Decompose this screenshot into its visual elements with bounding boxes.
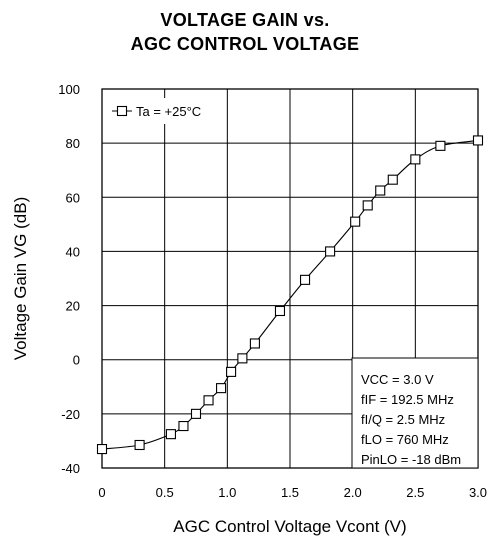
chart-title-line2: AGC CONTROL VOLTAGE [130, 34, 360, 54]
x-tick-labels: 0 0.5 1.0 1.5 2.0 2.5 3.0 [98, 485, 487, 500]
data-point-marker [96, 443, 108, 455]
conditions-box: VCC = 3.0 V fIF = 192.5 MHz fI/Q = 2.5 M… [351, 357, 479, 469]
legend-marker [116, 105, 128, 117]
data-point-marker [249, 338, 260, 349]
data-point-marker [410, 154, 421, 165]
x-tick-label: 2.0 [344, 485, 362, 500]
conditions-box-frame [351, 357, 479, 469]
condition-fiq: fI/Q = 2.5 MHz [361, 412, 445, 427]
x-tick-label: 0.5 [156, 485, 174, 500]
data-point-marker [299, 274, 311, 285]
plot-frame [101, 88, 479, 469]
y-tick-label: -40 [61, 461, 80, 476]
data-point-marker [134, 439, 145, 451]
condition-fif: fIF = 192.5 MHz [361, 392, 454, 407]
y-axis-label: Voltage Gain VG (dB) [11, 197, 30, 360]
x-tick-label: 2.5 [406, 485, 424, 500]
y-tick-label: 80 [66, 136, 80, 151]
x-tick-label: 1.5 [281, 485, 299, 500]
legend: Ta = +25°C [104, 98, 216, 124]
y-tick-label: -20 [61, 407, 80, 422]
data-point-marker [362, 200, 373, 211]
data-point-marker [387, 174, 398, 185]
y-tick-label: 60 [66, 190, 80, 205]
y-tick-labels: -40 -20 0 20 40 60 80 100 [58, 82, 80, 476]
x-tick-label: 3.0 [469, 485, 487, 500]
condition-pinlo: PinLO = -18 dBm [361, 452, 461, 467]
data-point-marker [350, 216, 361, 227]
x-axis-label: AGC Control Voltage Vcont (V) [173, 517, 406, 536]
data-point-marker [325, 246, 336, 257]
data-point-marker [178, 420, 189, 432]
chart-title-line1: VOLTAGE GAIN vs. [160, 10, 330, 30]
legend-label: Ta = +25°C [136, 104, 201, 119]
series-group [96, 135, 484, 455]
condition-flo: fLO = 760 MHz [361, 432, 449, 447]
data-point-marker [190, 408, 202, 419]
data-point-marker [237, 353, 248, 364]
data-point-marker [375, 185, 386, 196]
condition-vcc: VCC = 3.0 V [361, 372, 434, 387]
data-point-marker [165, 429, 176, 440]
data-point-marker [226, 366, 237, 377]
y-tick-label: 100 [58, 82, 80, 97]
x-tick-label: 0 [98, 485, 105, 500]
y-tick-label: 0 [73, 353, 80, 368]
data-point-marker [274, 305, 286, 317]
data-point-marker [203, 395, 214, 406]
y-tick-label: 40 [66, 244, 80, 259]
x-tick-label: 1.0 [218, 485, 236, 500]
data-point-marker [216, 383, 227, 394]
data-point-marker [472, 135, 484, 146]
data-point-marker [435, 140, 446, 151]
y-tick-label: 20 [66, 299, 80, 314]
